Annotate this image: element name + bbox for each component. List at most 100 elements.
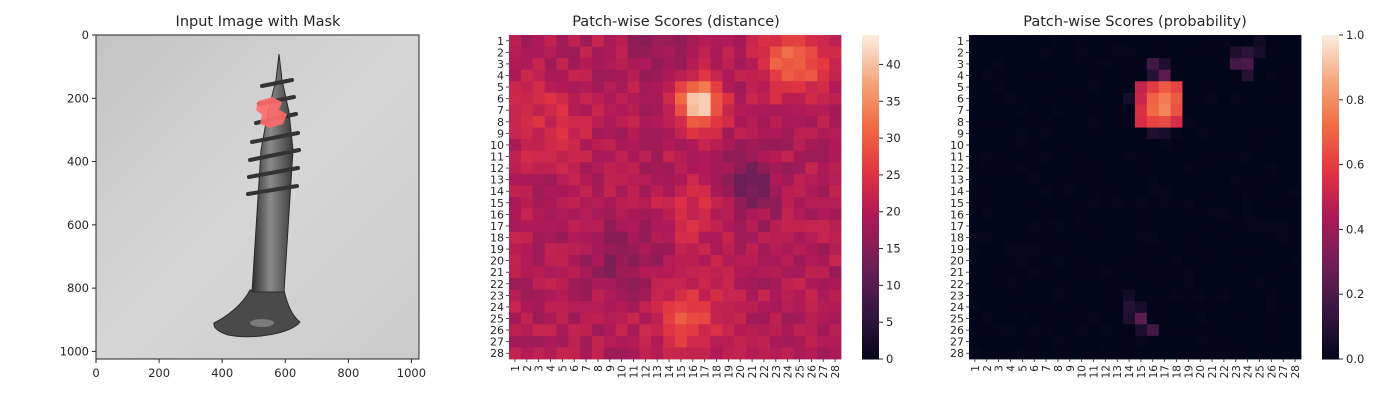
heatmap-cell	[1040, 231, 1053, 244]
heatmap-cell	[1146, 347, 1160, 360]
heatmap-cell	[1087, 220, 1100, 233]
colorbar-segment	[1322, 91, 1339, 95]
heatmap-cell	[1063, 347, 1077, 360]
heatmap-cell	[1229, 92, 1243, 105]
colorbar-segment	[1322, 118, 1339, 122]
heatmap-cell	[1182, 46, 1195, 59]
heatmap-cell	[781, 139, 794, 152]
heatmap-cell	[580, 81, 593, 94]
heatmap-cell	[651, 173, 664, 186]
heatmap-cell	[758, 58, 771, 71]
heatmap-cell	[793, 69, 806, 82]
heatmap-cell	[1111, 220, 1124, 233]
heatmap-cell	[1277, 139, 1290, 152]
heatmap-cell	[758, 116, 771, 128]
heatmap-cell	[1194, 347, 1207, 360]
heatmap-cell	[969, 92, 982, 105]
colorbar-segment	[1322, 242, 1339, 247]
heatmap-cell	[1229, 231, 1243, 244]
heatmap-cell	[568, 220, 581, 233]
heatmap-cell	[603, 58, 617, 71]
heatmap-cell	[1277, 69, 1290, 82]
heatmap-cell	[769, 58, 783, 71]
heatmap-cell	[639, 208, 652, 221]
row-tick-label: 10	[490, 139, 504, 152]
heatmap-cell	[603, 208, 617, 221]
heatmap-cell	[615, 173, 628, 186]
heatmap-cell	[1277, 301, 1290, 314]
heatmap-cell	[829, 92, 842, 105]
colorbar-segment	[1322, 43, 1339, 47]
heatmap-cell	[675, 278, 688, 290]
heatmap-cell	[1218, 335, 1231, 348]
heatmap-cell	[615, 116, 628, 128]
colorbar-segment	[1322, 70, 1339, 74]
heatmap-cell	[603, 301, 617, 314]
heatmap-cell	[556, 289, 569, 302]
heatmap-cell	[746, 69, 759, 82]
row-tick-label: 7	[497, 104, 504, 117]
heatmap-cell	[817, 289, 830, 302]
heatmap-cell	[710, 104, 723, 117]
row-tick-label: 14	[950, 185, 964, 198]
heatmap-cell	[969, 127, 982, 140]
heatmap-cell	[1075, 58, 1088, 71]
heatmap-cell	[1253, 324, 1266, 337]
heatmap-cell	[1123, 208, 1136, 221]
heatmap-cell	[1028, 173, 1041, 186]
heatmap-cell	[686, 58, 700, 71]
heatmap-cell	[603, 266, 617, 279]
colorbar-segment	[1322, 272, 1339, 276]
heatmap-cell	[758, 139, 771, 152]
heatmap-cell	[568, 116, 581, 128]
heatmap-cell	[1146, 69, 1160, 82]
heatmap-cell	[1087, 127, 1100, 140]
colorbar-segment	[1322, 224, 1339, 228]
heatmap-cell	[532, 150, 545, 163]
heatmap-cell	[603, 46, 617, 59]
colorbar-tick-label: 20	[886, 205, 901, 219]
heatmap-cell	[1028, 185, 1041, 198]
col-tick-label: 18	[1172, 365, 1184, 378]
colorbar-segment	[862, 178, 879, 182]
heatmap-cell	[710, 35, 723, 47]
heatmap-cell	[1241, 185, 1254, 198]
heatmap-cell	[969, 231, 982, 244]
heatmap-cell	[1194, 104, 1207, 117]
row-tick-label: 17	[950, 220, 964, 233]
heatmap-cell	[1182, 347, 1195, 360]
colorbar-segment	[862, 67, 879, 71]
heatmap-cell	[1146, 173, 1160, 186]
heatmap-cell	[1028, 231, 1041, 244]
heatmap-cell	[805, 208, 818, 221]
heatmap-cell	[1241, 104, 1254, 117]
heatmap-cell	[992, 208, 1005, 221]
heatmap-cell	[1063, 139, 1077, 152]
colorbar-segment	[862, 197, 879, 201]
heatmap-cell	[1123, 312, 1136, 325]
heatmap-cell	[1206, 301, 1219, 314]
heatmap-cell	[580, 58, 593, 71]
heatmap-cell	[651, 312, 664, 325]
heatmap-cell	[1289, 278, 1302, 290]
colorbar-segment	[862, 288, 879, 292]
heatmap-cell	[1052, 58, 1065, 71]
colorbar-segment	[862, 45, 879, 49]
heatmap-cell	[1277, 116, 1290, 128]
heatmap-cell	[769, 278, 783, 290]
heatmap-cell	[1253, 92, 1266, 105]
heatmap-cell	[1170, 173, 1183, 186]
heatmap-cell	[1028, 312, 1041, 325]
heatmap-cell	[746, 116, 759, 128]
heatmap-cell	[1052, 127, 1065, 140]
heatmap-cell	[615, 347, 628, 360]
heatmap-cell	[1146, 312, 1160, 325]
colorbar-segment	[1322, 159, 1339, 163]
row-tick-label: 12	[490, 162, 504, 175]
colorbar-segment	[862, 232, 879, 236]
heatmap-cell	[1182, 116, 1195, 128]
heatmap-cell	[1158, 162, 1171, 175]
heatmap-cell	[663, 69, 676, 82]
heatmap-cell	[615, 35, 628, 47]
probability-heatmap-row-labels: 1234567891011121314151617181920212223242…	[950, 35, 969, 360]
